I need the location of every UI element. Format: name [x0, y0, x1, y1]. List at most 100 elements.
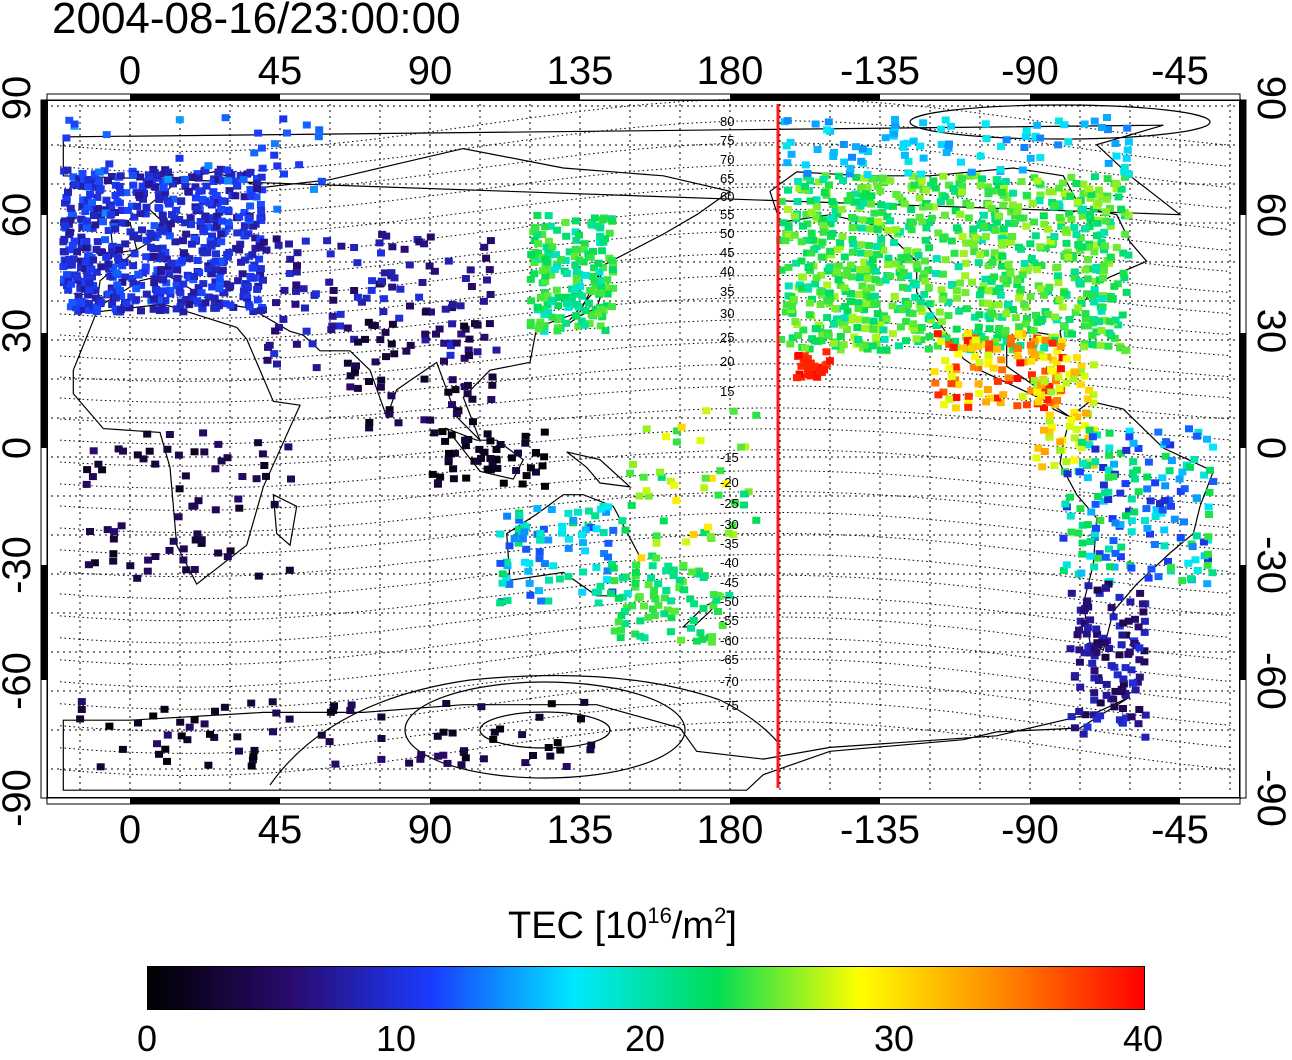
tec-data-point: [133, 202, 142, 210]
tec-data-point: [238, 270, 247, 278]
tec-data-point: [798, 222, 807, 230]
tec-data-point: [1047, 388, 1056, 396]
tec-data-point: [175, 154, 184, 162]
tec-data-point: [883, 213, 892, 221]
tec-data-point: [861, 316, 870, 324]
tec-data-point: [365, 418, 374, 426]
tec-data-point: [406, 341, 415, 349]
tec-data-point: [1106, 253, 1115, 261]
tec-data-point: [975, 359, 984, 367]
tec-data-point: [1122, 446, 1131, 454]
tec-data-point: [1073, 198, 1082, 206]
tec-data-point: [1081, 711, 1090, 719]
tec-data-point: [405, 261, 414, 269]
tec-data-point: [142, 253, 151, 261]
tec-data-point: [66, 228, 75, 236]
tec-data-point: [439, 751, 448, 759]
tec-data-point: [325, 738, 334, 746]
tec-data-point: [473, 321, 482, 329]
tec-data-point: [541, 272, 550, 280]
tec-data-point: [565, 535, 573, 543]
tec-data-point: [347, 701, 356, 709]
tec-data-point: [604, 503, 613, 511]
tec-data-point: [934, 229, 943, 237]
left-latitude-tick-label: 60: [0, 193, 39, 238]
tec-data-point: [1105, 329, 1114, 337]
tec-data-point: [873, 182, 882, 190]
tec-data-point: [270, 140, 279, 148]
tec-data-point: [1032, 454, 1041, 462]
tec-data-points: [59, 114, 1218, 771]
tec-data-point: [669, 572, 678, 579]
tec-data-point: [1032, 311, 1040, 319]
tec-data-point: [957, 158, 965, 166]
tec-data-point: [312, 364, 321, 372]
tec-data-point: [999, 201, 1008, 209]
tec-data-point: [468, 395, 477, 403]
tec-data-point: [166, 287, 175, 294]
tec-data-point: [854, 336, 863, 343]
tec-data-point: [406, 302, 414, 310]
tec-data-point: [1040, 220, 1049, 228]
tec-data-point: [1115, 651, 1124, 659]
tec-data-point: [833, 267, 841, 275]
tec-data-point: [172, 305, 181, 313]
tec-data-point: [927, 316, 936, 324]
tec-data-point: [1165, 467, 1174, 475]
tec-data-point: [204, 162, 213, 170]
tec-data-point: [929, 203, 938, 211]
tec-data-point: [367, 286, 376, 294]
tec-data-point: [876, 187, 885, 195]
tec-data-point: [990, 273, 998, 281]
tec-data-point: [181, 182, 190, 190]
tec-data-point: [1027, 357, 1036, 365]
tec-data-point: [483, 430, 492, 438]
tec-data-point: [186, 214, 195, 222]
tec-data-point: [1150, 541, 1159, 548]
tec-data-point: [873, 243, 882, 250]
tec-data-point: [1086, 616, 1095, 624]
tec-data-point: [689, 616, 698, 624]
tec-data-point: [1053, 263, 1062, 271]
tec-data-point: [92, 308, 101, 315]
tec-data-point: [215, 274, 224, 282]
tec-data-point: [1072, 180, 1081, 187]
tec-data-point: [1136, 589, 1145, 597]
tec-data-point: [601, 283, 610, 291]
magnetic-latitude-label: -35: [720, 536, 739, 551]
tec-data-point: [1067, 215, 1076, 223]
magnetic-latitude-label: -70: [720, 674, 739, 689]
tec-data-point: [532, 468, 540, 476]
tec-data-point: [647, 574, 656, 582]
tec-data-point: [115, 182, 124, 190]
tec-data-point: [76, 284, 85, 292]
tec-data-point: [64, 188, 72, 196]
tec-data-point: [488, 461, 497, 469]
tec-data-point: [982, 398, 991, 406]
tec-data-point: [807, 249, 816, 257]
tec-data-point: [496, 725, 505, 733]
tec-data-point: [1127, 713, 1136, 721]
tec-data-point: [812, 196, 821, 204]
tec-data-point: [667, 597, 676, 605]
tec-data-point: [1119, 680, 1128, 688]
tec-data-point: [919, 119, 928, 127]
tec-data-point: [1077, 300, 1086, 307]
tec-data-point: [877, 235, 886, 243]
tec-data-point: [485, 320, 494, 328]
tec-data-point: [861, 265, 870, 273]
tec-data-point: [1101, 653, 1110, 661]
tec-data-point: [884, 226, 893, 234]
tec-data-point: [1015, 294, 1024, 302]
tec-data-point: [1052, 359, 1061, 367]
tec-data-point: [561, 293, 570, 301]
tec-data-point: [848, 313, 857, 321]
tec-data-point: [68, 241, 77, 249]
tec-data-point: [179, 545, 188, 553]
tec-data-point: [1083, 290, 1091, 298]
tec-data-point: [1119, 619, 1128, 627]
tec-data-point: [66, 204, 75, 212]
tec-data-point: [1143, 473, 1152, 481]
tec-data-point: [117, 219, 126, 227]
tec-data-point: [460, 354, 469, 362]
